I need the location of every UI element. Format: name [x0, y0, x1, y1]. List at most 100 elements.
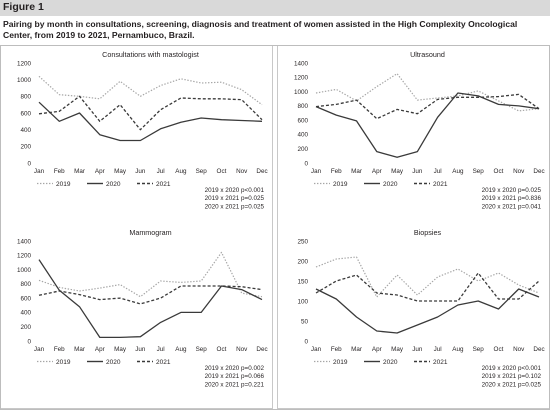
- x-tick-label: Oct: [217, 346, 227, 353]
- legend-label-2019: 2019: [56, 359, 71, 366]
- chart-svg: Ultrasound 0 200 400 600 800 1000 1200 1400 Jan Fe…: [294, 50, 545, 210]
- p-value-annotation: 2020 x 2021 p=0.041: [482, 203, 542, 210]
- series-line-2021: [38, 285, 263, 305]
- x-tick-label: Oct: [494, 168, 504, 175]
- p-value-annotation: 2019 x 2021 p=0.102: [482, 373, 542, 380]
- x-tick-label: Nov: [513, 346, 525, 353]
- x-tick-label: Apr: [372, 346, 382, 353]
- legend-label-2019: 2019: [56, 181, 71, 188]
- series-line-2019: [315, 73, 540, 112]
- x-tick-label: Jun: [412, 168, 423, 175]
- y-tick-label: 50: [301, 318, 309, 325]
- legend-label-2020: 2020: [383, 181, 398, 188]
- x-tick-label: May: [391, 168, 404, 175]
- y-tick-label: 400: [20, 310, 31, 317]
- y-tick-label: 400: [20, 127, 31, 134]
- series-line-2020: [315, 288, 540, 334]
- x-tick-label: Mar: [351, 346, 362, 353]
- chart-title: Biopsies: [414, 228, 442, 237]
- x-tick-label: Dec: [256, 346, 267, 353]
- y-tick-label: 600: [20, 110, 31, 117]
- x-tick-label: Aug: [452, 168, 464, 175]
- chart-title: Mammogram: [129, 228, 171, 237]
- x-tick-label: Aug: [175, 168, 187, 175]
- x-tick-label: Jul: [434, 168, 442, 175]
- series-line-2019: [315, 256, 540, 298]
- y-tick-label: 0: [27, 338, 31, 345]
- x-tick-label: May: [114, 168, 127, 175]
- y-tick-label: 1000: [17, 267, 32, 274]
- series-line-2020: [315, 92, 540, 158]
- panel-consultations: Consultations with mastologist 0 200 400 600…: [0, 45, 273, 230]
- x-tick-label: May: [391, 346, 404, 353]
- x-tick-label: Jan: [311, 346, 322, 353]
- x-tick-label: Jul: [434, 346, 442, 353]
- panel-biopsies: Biopsies 0 50 100 150 200 250 Jan Feb Mar Apr May Ju…: [277, 224, 550, 409]
- y-tick-label: 800: [297, 103, 308, 110]
- x-tick-label: Jan: [34, 168, 45, 175]
- legend-label-2020: 2020: [106, 359, 121, 366]
- chart-svg: Consultations with mastologist 0 200 400 600…: [17, 50, 268, 210]
- x-tick-label: Mar: [74, 168, 85, 175]
- legend-label-2021: 2021: [433, 359, 448, 366]
- x-tick-label: Aug: [175, 346, 187, 353]
- x-tick-label: Mar: [351, 168, 362, 175]
- p-value-annotation: 2019 x 2020 p<0.001: [482, 365, 542, 372]
- p-value-annotation: 2020 x 2021 p=0.221: [205, 381, 265, 388]
- y-tick-label: 800: [20, 94, 31, 101]
- x-tick-label: Feb: [331, 168, 342, 175]
- chart-svg: Mammogram 0 200 400 600 800 1000 1200 1400 Jan Feb…: [17, 228, 268, 388]
- y-tick-label: 200: [297, 146, 308, 153]
- legend-label-2020: 2020: [106, 181, 121, 188]
- x-tick-label: Nov: [513, 168, 525, 175]
- y-tick-label: 400: [297, 132, 308, 139]
- y-tick-label: 1400: [17, 238, 32, 245]
- x-tick-label: Feb: [54, 168, 65, 175]
- y-tick-label: 600: [297, 117, 308, 124]
- y-tick-label: 1000: [294, 89, 309, 96]
- x-tick-label: Jul: [157, 168, 165, 175]
- x-tick-label: Jun: [135, 168, 146, 175]
- x-tick-label: Oct: [217, 168, 227, 175]
- y-tick-label: 1400: [294, 60, 309, 67]
- panel-ultrasound: Ultrasound 0 200 400 600 800 1000 1200 1400 Jan Fe…: [277, 45, 550, 230]
- p-value-annotation: 2020 x 2021 p=0.025: [205, 203, 265, 210]
- series-line-2020: [38, 101, 263, 142]
- series-line-2021: [315, 272, 540, 302]
- chart-svg: Biopsies 0 50 100 150 200 250 Jan Feb Mar Apr May Ju…: [297, 228, 544, 388]
- legend-label-2021: 2021: [156, 181, 171, 188]
- x-tick-label: Sep: [196, 346, 208, 353]
- y-tick-label: 1200: [17, 60, 32, 67]
- y-tick-label: 1000: [17, 77, 32, 84]
- y-tick-label: 200: [20, 324, 31, 331]
- x-tick-label: Sep: [196, 168, 208, 175]
- x-tick-label: Sep: [473, 346, 485, 353]
- y-tick-label: 600: [20, 295, 31, 302]
- chart-title: Consultations with mastologist: [102, 50, 199, 59]
- y-tick-label: 150: [297, 278, 308, 285]
- p-value-annotation: 2019 x 2020 p=0.002: [205, 365, 265, 372]
- legend-label-2021: 2021: [433, 181, 448, 188]
- x-tick-label: Apr: [95, 168, 105, 175]
- p-value-annotation: 2019 x 2020 p<0.001: [205, 187, 265, 194]
- legend-label-2019: 2019: [333, 181, 348, 188]
- y-tick-label: 250: [297, 238, 308, 245]
- y-tick-label: 0: [304, 160, 308, 167]
- legend-label-2019: 2019: [333, 359, 348, 366]
- legend-label-2020: 2020: [383, 359, 398, 366]
- x-tick-label: Jul: [157, 346, 165, 353]
- x-tick-label: Nov: [236, 346, 248, 353]
- y-tick-label: 0: [304, 338, 308, 345]
- figure-header-bar: Figure 1: [0, 0, 550, 16]
- p-value-annotation: 2019 x 2021 p=0.025: [205, 195, 265, 202]
- y-tick-label: 1200: [294, 75, 309, 82]
- x-tick-label: Nov: [236, 168, 248, 175]
- series-line-2021: [38, 95, 263, 131]
- x-tick-label: Aug: [452, 346, 464, 353]
- x-tick-label: Oct: [494, 346, 504, 353]
- x-tick-label: Feb: [54, 346, 65, 353]
- x-tick-label: Mar: [74, 346, 85, 353]
- x-tick-label: Dec: [533, 168, 544, 175]
- series-line-2019: [38, 75, 263, 106]
- x-tick-label: Feb: [331, 346, 342, 353]
